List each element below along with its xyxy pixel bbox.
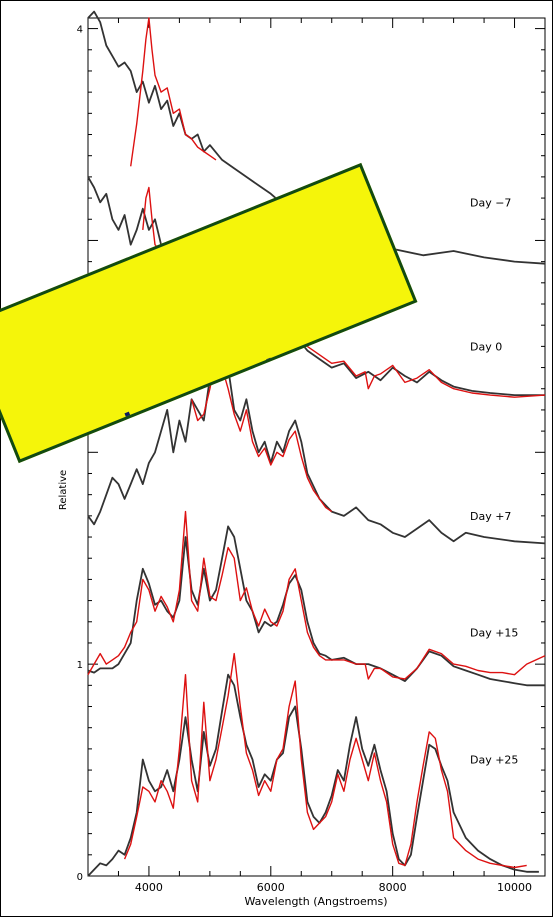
axis-ticks: 4000 6000 8000 10000 0 1 4: [77, 18, 546, 894]
model-spectrum-0: [130, 17, 217, 167]
model-spectrum-3: [87, 510, 546, 680]
observed-spectrum-2: [87, 345, 546, 545]
epoch-label-0: Day −7: [470, 196, 511, 209]
x-tick-label: 8000: [379, 881, 407, 894]
x-tick-label: 10000: [497, 881, 532, 894]
x-tick-label: 4000: [135, 881, 163, 894]
epoch-label-4: Day +25: [470, 753, 518, 766]
observed-spectrum-4: [87, 673, 539, 877]
plot-area-border: [87, 17, 546, 877]
y-tick-label: 0: [77, 872, 83, 883]
model-spectrum-4: [123, 652, 527, 869]
spectra-series: [87, 10, 546, 877]
epoch-label-2: Day +7: [470, 510, 511, 523]
x-axis-label: Wavelength (Angstroems): [244, 895, 387, 908]
epoch-labels: Day −7 Day 0 Day +7 Day +15 Day +25: [470, 196, 518, 766]
y-tick-label: 1: [77, 660, 83, 671]
epoch-label-3: Day +15: [470, 626, 518, 639]
y-axis-label: Relative: [58, 470, 69, 510]
x-tick-label: 6000: [257, 881, 285, 894]
epoch-label-1: Day 0: [470, 340, 502, 353]
y-tick-label: 4: [77, 25, 83, 36]
